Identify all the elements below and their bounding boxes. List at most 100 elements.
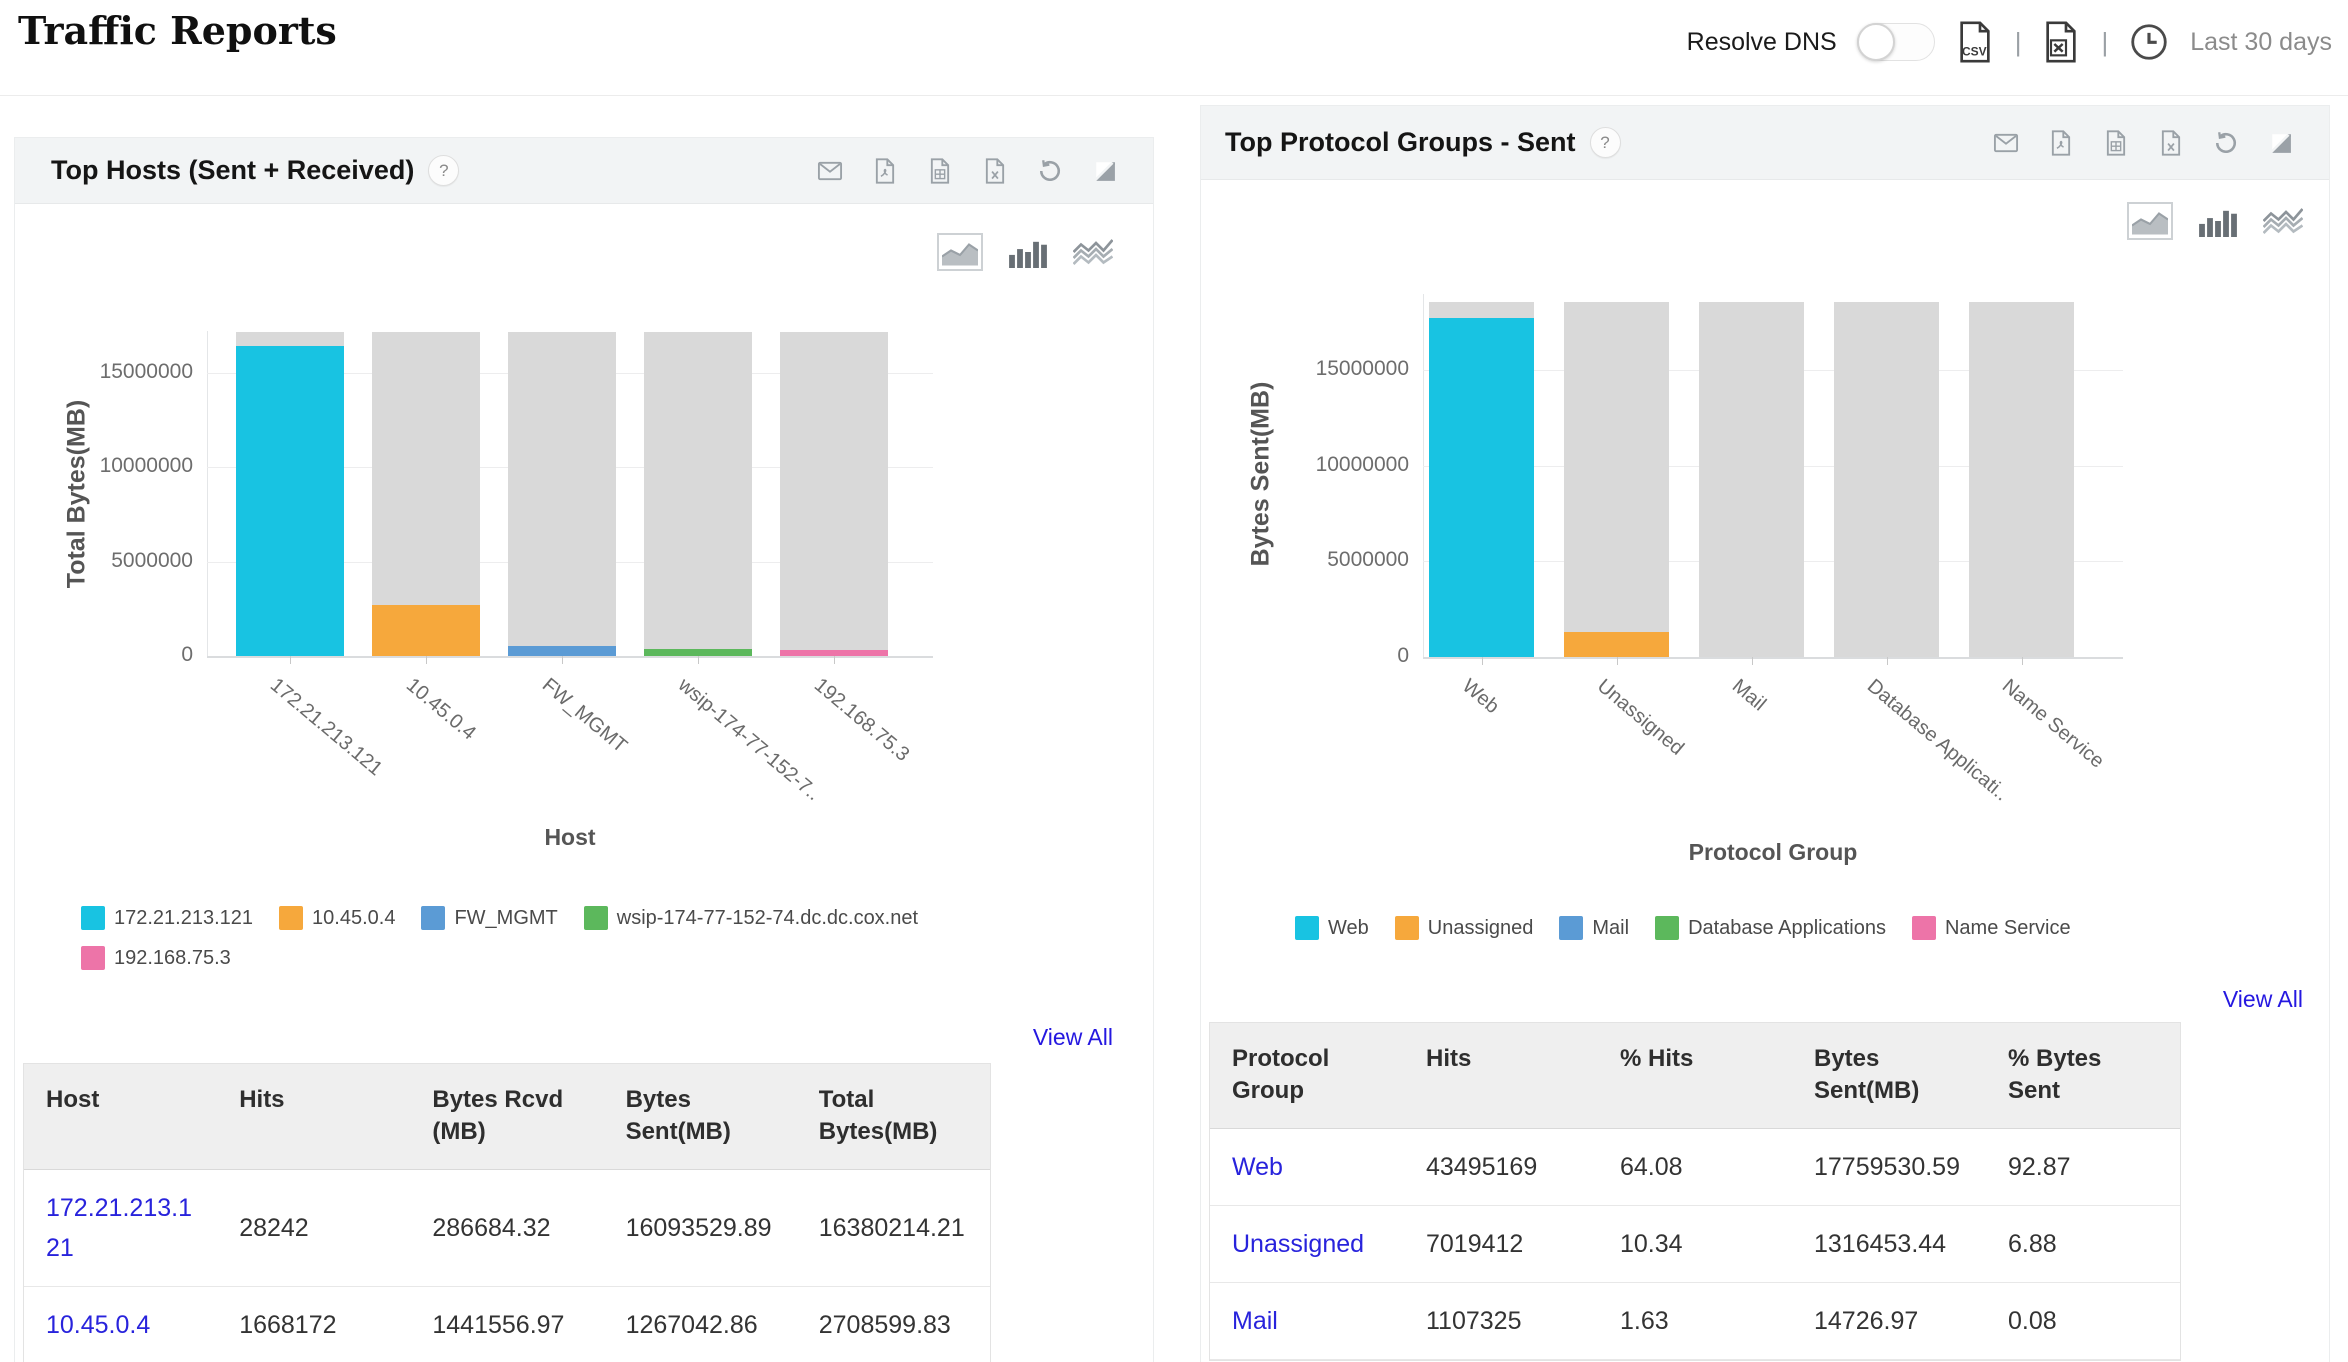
spreadsheet-export-icon[interactable] <box>926 157 954 185</box>
bar-background <box>1834 302 1939 657</box>
legend-item[interactable]: Database Applications <box>1655 916 1886 940</box>
y-tick-label: 5000000 <box>1327 548 1409 572</box>
chart-type-switcher <box>2127 202 2303 240</box>
table-cell: 10.45.0.4 <box>24 1286 218 1362</box>
column-header: Hits <box>1404 1023 1598 1129</box>
y-axis-line <box>1423 294 1424 657</box>
table-link[interactable]: 172.21.213.121 <box>46 1193 192 1262</box>
view-all-link[interactable]: View All <box>1032 1024 1113 1050</box>
x-tick-mark <box>1751 657 1753 665</box>
x-axis-label: wsip-174-77-152-7.. <box>673 674 825 806</box>
legend-item[interactable]: Unassigned <box>1394 916 1533 940</box>
y-tick-label: 15000000 <box>1315 357 1409 381</box>
spreadsheet-export-icon[interactable] <box>2102 129 2130 157</box>
y-tick-label: 0 <box>181 643 193 666</box>
legend-item[interactable]: Name Service <box>1911 916 2071 940</box>
table-cell: Unassigned <box>1210 1205 1404 1283</box>
excel-export-icon[interactable] <box>2157 129 2185 157</box>
legend-item[interactable]: Web <box>1295 916 1369 940</box>
table-cell: 43495169 <box>1404 1128 1598 1206</box>
legend-label: wsip-174-77-152-74.dc.dc.cox.net <box>616 906 919 929</box>
page-title: Traffic Reports <box>18 8 337 53</box>
x-axis-title: Protocol Group <box>1688 839 1858 865</box>
bar-10-45-0-4[interactable] <box>372 605 480 656</box>
y-tick-label: 0 <box>1397 644 1409 667</box>
legend-item[interactable]: FW_MGMT <box>421 906 558 930</box>
resolve-dns-toggle[interactable] <box>1856 23 1935 61</box>
refresh-icon[interactable] <box>1036 157 1064 185</box>
expand-icon[interactable] <box>1091 157 1119 185</box>
area-chart-icon[interactable] <box>2127 202 2173 240</box>
help-icon[interactable]: ? <box>428 155 460 186</box>
csv-file-icon[interactable]: CSV <box>1955 20 1995 64</box>
column-header: Bytes Sent(MB) <box>1792 1023 1986 1129</box>
x-tick-mark <box>562 656 563 664</box>
x-tick-mark <box>1616 657 1618 665</box>
data-table: Protocol Group Hits% Hits Bytes Sent(MB)% … <box>1210 1023 2180 1360</box>
legend-item[interactable]: wsip-174-77-152-74.dc.dc.cox.net <box>583 906 919 930</box>
legend-swatch <box>1394 916 1419 940</box>
chart-legend: Web Unassigned Mail Database Applications Na… <box>1295 916 2315 940</box>
line-chart-icon[interactable] <box>2263 206 2303 236</box>
excel-file-icon[interactable] <box>2041 20 2081 64</box>
bar-chart-icon[interactable] <box>2199 205 2237 237</box>
bar-wsip-174-77-152-7-[interactable] <box>644 649 752 656</box>
separator: | <box>2101 26 2109 57</box>
table-cell: 7019412 <box>1404 1205 1598 1283</box>
bar-172-21-213-121[interactable] <box>236 346 344 656</box>
top-protocol-groups-panel: Top Protocol Groups - Sent ? Bytes Sent(… <box>1200 105 2330 1362</box>
bar-fw-mgmt[interactable] <box>508 646 616 656</box>
line-chart-icon[interactable] <box>1073 237 1113 267</box>
clock-icon[interactable] <box>2128 21 2170 63</box>
table-link[interactable]: Web <box>1232 1152 1283 1181</box>
legend-item[interactable]: Mail <box>1559 916 1629 940</box>
bar-chart-icon[interactable] <box>1009 236 1047 268</box>
legend-label: Mail <box>1592 916 1630 939</box>
bar-background <box>780 332 888 656</box>
view-all-link[interactable]: View All <box>2222 986 2303 1012</box>
table-cell: 28242 <box>217 1169 411 1287</box>
toggle-knob <box>1856 23 1895 61</box>
svg-text:CSV: CSV <box>1962 44 1987 58</box>
table-cell: 16380214.21 <box>796 1169 990 1287</box>
email-icon[interactable] <box>1992 129 2020 157</box>
data-table: Host Hits Bytes Rcvd (MB) Bytes Sent(MB) Tot… <box>24 1064 990 1362</box>
column-header: % Hits <box>1598 1023 1792 1129</box>
table-link[interactable]: Mail <box>1232 1306 1278 1335</box>
bar-unassigned[interactable] <box>1564 632 1669 657</box>
refresh-icon[interactable] <box>2212 129 2240 157</box>
x-axis-label: 192.168.75.3 <box>809 674 914 766</box>
legend-item[interactable]: 192.168.75.3 <box>81 946 231 970</box>
legend-label: 172.21.213.121 <box>114 906 254 929</box>
top-hosts-panel: Top Hosts (Sent + Received) ? Total Byte… <box>14 137 1154 1362</box>
help-icon[interactable]: ? <box>1589 127 1621 158</box>
bar-192-168-75-3[interactable] <box>780 650 888 656</box>
table-cell: Mail <box>1210 1282 1404 1360</box>
bar-web[interactable] <box>1429 318 1534 657</box>
legend-label: 10.45.0.4 <box>312 906 396 929</box>
legend-item[interactable]: 10.45.0.4 <box>279 906 395 930</box>
legend-label: Name Service <box>1944 916 2071 939</box>
table-link[interactable]: 10.45.0.4 <box>46 1310 151 1339</box>
x-axis-label: 10.45.0.4 <box>401 674 480 745</box>
pdf-export-icon[interactable] <box>2047 129 2075 157</box>
area-chart-icon[interactable] <box>937 233 983 271</box>
table-link[interactable]: Unassigned <box>1232 1229 1365 1258</box>
panel-title: Top Hosts (Sent + Received) <box>51 155 415 185</box>
legend-swatch <box>81 906 105 930</box>
table-row: Mail 1107325 1.63 14726.97 0.08 <box>1210 1282 2180 1360</box>
column-header: % Bytes Sent <box>1986 1023 2180 1129</box>
table-cell: 1668172 <box>217 1286 411 1362</box>
table-row: 172.21.213.121 28242 286684.32 16093529.89 1… <box>24 1169 990 1287</box>
excel-export-icon[interactable] <box>981 157 1009 185</box>
email-icon[interactable] <box>816 157 844 185</box>
expand-icon[interactable] <box>2267 129 2295 157</box>
top-bar-actions: Resolve DNS CSV | | Last 30 days <box>1687 16 2332 68</box>
pdf-export-icon[interactable] <box>871 157 899 185</box>
table-row: Web 43495169 64.08 17759530.59 92.87 <box>1210 1128 2180 1206</box>
column-header: Total Bytes(MB) <box>796 1064 990 1170</box>
table-cell: 92.87 <box>1986 1128 2180 1206</box>
legend-item[interactable]: 172.21.213.121 <box>81 906 253 930</box>
legend-swatch <box>583 906 608 930</box>
time-period-label[interactable]: Last 30 days <box>2190 27 2332 56</box>
